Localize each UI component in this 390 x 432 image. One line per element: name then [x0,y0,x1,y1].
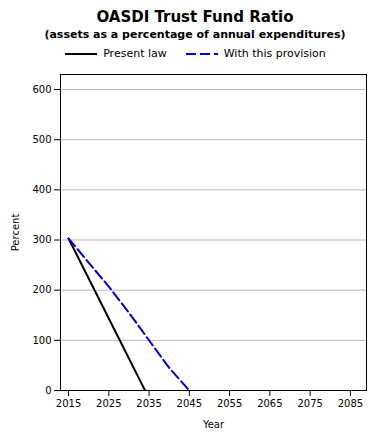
svg-text:0: 0 [45,385,51,396]
svg-text:2015: 2015 [56,398,81,409]
svg-text:2035: 2035 [136,398,161,409]
html-text:(assets as a percentage of ann: (assets as a percentage of annual expend… [44,28,346,41]
svg-text:100: 100 [32,335,51,346]
svg-text:2045: 2045 [177,398,202,409]
html-text:OASDI Trust Fund Ratio: OASDI Trust Fund Ratio [96,8,294,26]
svg-text:600: 600 [32,84,51,95]
html-text:Present law: Present law [103,47,167,60]
html-text:With this provision: With this provision [223,47,326,60]
svg-text:2065: 2065 [257,398,282,409]
svg-text:400: 400 [32,184,51,195]
svg-text:500: 500 [32,134,51,145]
svg-text:Percent: Percent [10,214,21,252]
svg-text:2085: 2085 [338,398,363,409]
svg-text:2025: 2025 [96,398,121,409]
svg-text:2075: 2075 [297,398,322,409]
svg-text:300: 300 [32,234,51,245]
svg-text:200: 200 [32,284,51,295]
svg-text:2055: 2055 [217,398,242,409]
svg-text:Year: Year [202,419,225,430]
